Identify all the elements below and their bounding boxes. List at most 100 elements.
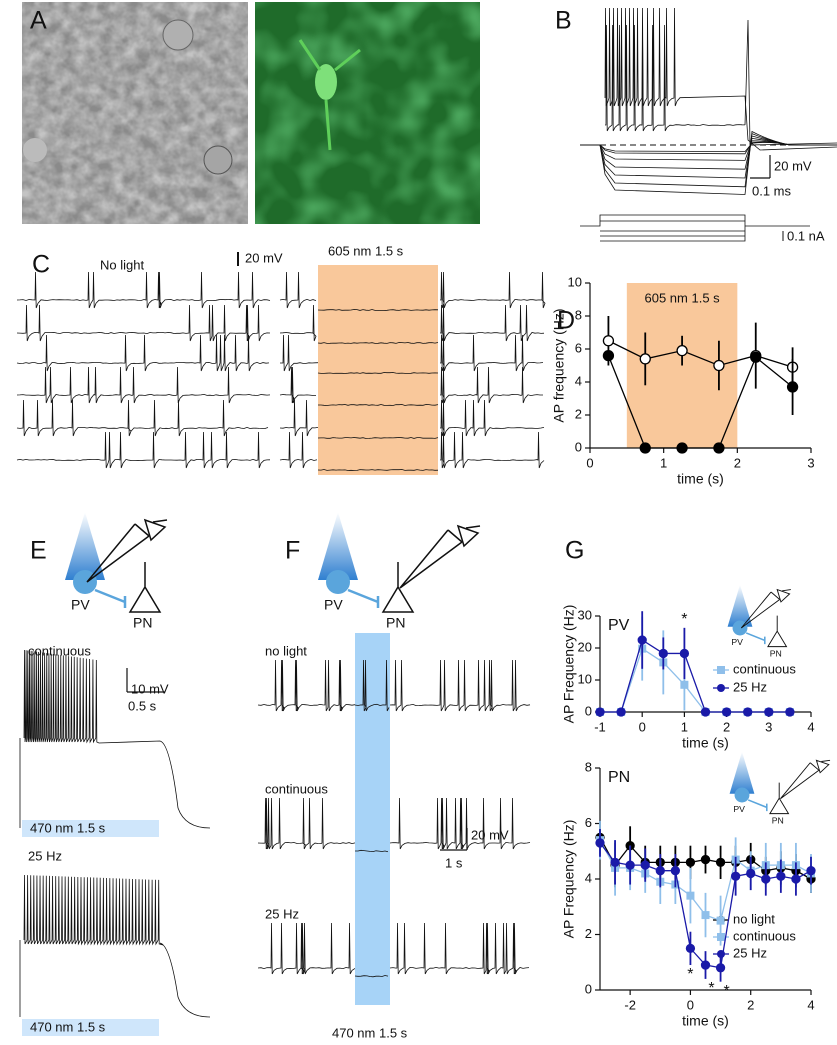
cell-diagram: PV PN xyxy=(727,584,791,658)
x-axis-label: time (s) xyxy=(677,471,724,487)
marker xyxy=(791,874,801,884)
c-light-trace xyxy=(317,469,439,471)
light-bar xyxy=(22,1019,159,1036)
marker xyxy=(676,344,688,357)
f-light-trace xyxy=(354,659,390,712)
c-light-trace xyxy=(317,309,439,311)
c-right-trace xyxy=(440,366,543,404)
scale-label: 0.1 ms xyxy=(752,183,792,198)
y-tick-label: 30 xyxy=(578,607,592,622)
amplifier xyxy=(776,588,791,603)
traces xyxy=(16,7,837,1018)
f-light-trace xyxy=(355,849,389,853)
current-steps xyxy=(580,214,810,242)
y-axis-label: AP Frequency (Hz) xyxy=(561,820,577,939)
marker xyxy=(750,351,762,363)
marker xyxy=(595,838,605,848)
x-tick-label: 1 xyxy=(660,455,667,470)
x-tick-label: 2 xyxy=(747,997,754,1012)
marker xyxy=(746,868,756,879)
synapse xyxy=(745,632,766,645)
x-tick-label: 0 xyxy=(586,455,593,470)
f-trace xyxy=(389,659,531,712)
c-left-trace xyxy=(16,366,271,404)
marker xyxy=(776,871,786,881)
marker xyxy=(721,707,732,717)
x-tick-label: 4 xyxy=(807,719,814,734)
legend-marker xyxy=(717,950,725,958)
pipette xyxy=(780,762,820,800)
c-right-trace xyxy=(440,304,545,342)
c-left-trace xyxy=(16,431,271,469)
y-tick-label: 6 xyxy=(585,815,592,830)
light-label: 470 nm 1.5 s xyxy=(30,1019,106,1034)
trace-label: No light xyxy=(100,257,144,272)
cell xyxy=(23,138,47,162)
trace-label: no light xyxy=(265,643,307,658)
light-cone xyxy=(729,751,755,794)
x-tick-label: 2 xyxy=(734,455,741,470)
series-line xyxy=(607,355,793,449)
scale-label: 10 mV xyxy=(131,681,169,696)
shade-label: 605 nm 1.5 s xyxy=(645,290,721,305)
marker xyxy=(679,648,690,659)
e-trace xyxy=(19,874,211,1018)
c-right-trace xyxy=(279,271,317,309)
light-label: 605 nm 1.5 s xyxy=(328,243,404,258)
marker xyxy=(610,857,620,867)
cell-label: PN xyxy=(772,815,784,825)
y-tick-label: 20 xyxy=(578,639,592,654)
significance: * xyxy=(681,611,687,628)
f-trace xyxy=(257,659,356,712)
marker xyxy=(640,860,650,870)
marker xyxy=(602,335,615,347)
light-cone xyxy=(318,512,358,580)
y-tick-label: 2 xyxy=(585,926,592,941)
marker xyxy=(715,857,726,867)
spike-trace xyxy=(605,19,837,146)
spike-trace xyxy=(604,7,837,151)
panel-label: G xyxy=(565,537,584,565)
y-axis-label: AP frequency (Hz) xyxy=(551,308,567,422)
x-tick-label: 1 xyxy=(681,719,688,734)
marker xyxy=(658,648,668,659)
c-right-trace xyxy=(279,304,317,342)
c-right-trace xyxy=(279,366,316,404)
panel-label: D xyxy=(557,307,575,335)
marker xyxy=(806,866,816,876)
marker xyxy=(701,911,710,920)
pipette xyxy=(399,529,463,589)
marker xyxy=(639,353,651,365)
pipette xyxy=(86,523,150,583)
pipette xyxy=(740,591,780,629)
trace-label: continuous xyxy=(265,781,328,796)
chart-title: PV xyxy=(608,617,630,634)
marker xyxy=(713,359,725,372)
amplifier xyxy=(456,524,481,548)
marker xyxy=(602,349,615,362)
cell-label: PV xyxy=(71,597,90,613)
legend-marker xyxy=(717,933,725,941)
pn-cell xyxy=(767,615,788,648)
y-tick-label: 10 xyxy=(568,274,582,289)
marker xyxy=(764,707,774,717)
legend-label: continuous xyxy=(733,661,796,676)
marker xyxy=(743,707,753,717)
pv-cell xyxy=(315,64,337,100)
panel-label: B xyxy=(555,7,572,35)
scale-label: 1 s xyxy=(445,855,463,870)
cell-label: PV xyxy=(731,637,743,647)
c-right-trace xyxy=(440,271,546,309)
marker xyxy=(625,860,635,870)
light-cone xyxy=(727,584,753,627)
scale-label: 20 mV xyxy=(471,827,509,842)
marker xyxy=(637,635,647,645)
y-tick-label: 0 xyxy=(585,703,592,718)
legend-marker xyxy=(717,684,725,692)
pv-cell xyxy=(326,570,350,594)
x-tick-label: -2 xyxy=(624,997,636,1012)
marker xyxy=(639,442,651,454)
light-605 xyxy=(318,265,438,475)
legend-label: no light xyxy=(733,911,775,926)
trace-label: 25 Hz xyxy=(265,906,299,921)
